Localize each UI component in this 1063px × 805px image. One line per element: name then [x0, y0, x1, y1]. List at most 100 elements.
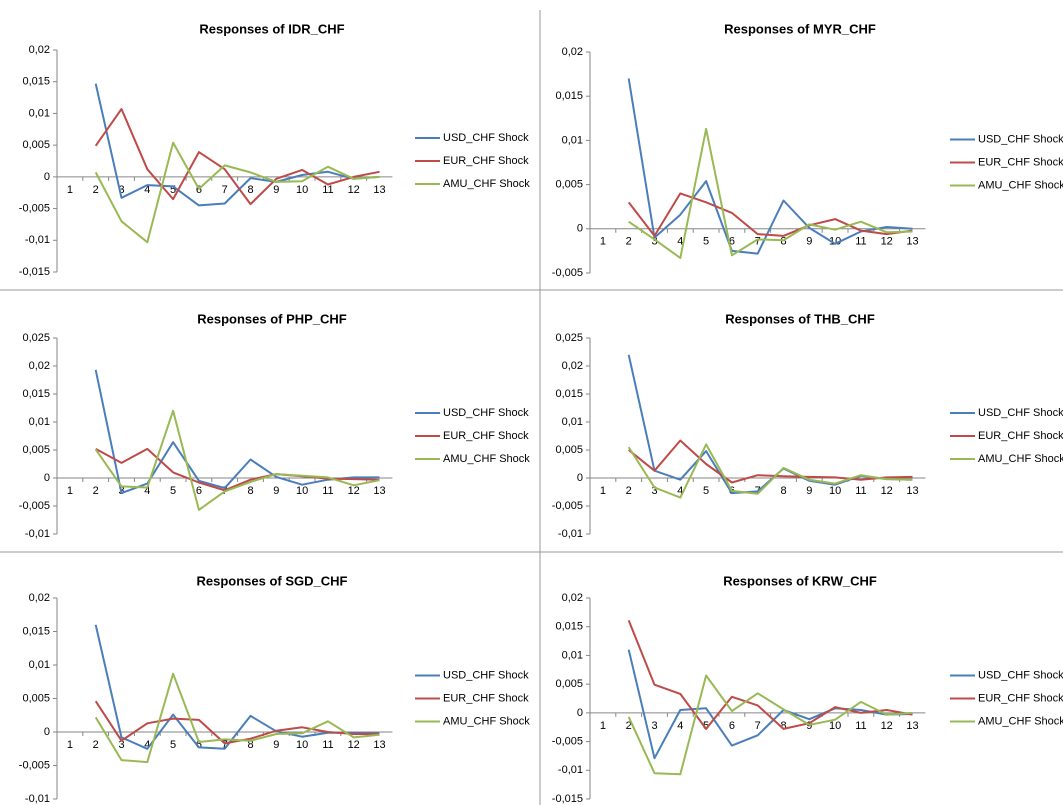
y-tick-label: 0,01	[29, 107, 50, 119]
x-tick-label: 13	[373, 184, 385, 196]
x-tick-label: 11	[855, 236, 866, 248]
legend-label: EUR_CHF Shock	[443, 692, 529, 704]
x-tick-label: 12	[348, 485, 360, 497]
x-tick-label: 6	[196, 485, 202, 497]
y-tick-label: 0,02	[562, 592, 583, 604]
x-tick-label: 9	[273, 485, 279, 497]
x-tick-label: 12	[881, 720, 893, 732]
x-tick-label: 1	[600, 720, 606, 732]
series-line	[94, 83, 380, 207]
series-line	[94, 672, 380, 764]
y-tick-label: -0,005	[552, 500, 583, 512]
y-tick-label: 0	[577, 472, 583, 484]
x-tick-label: 4	[677, 720, 683, 732]
series-line	[94, 409, 380, 511]
x-tick-label: 5	[170, 485, 176, 497]
legend-label: AMU_CHF Shock	[443, 453, 530, 465]
x-tick-label: 2	[626, 485, 632, 497]
y-tick-label: 0,015	[555, 388, 583, 400]
x-tick-label: 1	[600, 236, 606, 248]
y-tick-label: -0,01	[25, 528, 50, 540]
x-tick-label: 10	[829, 485, 841, 497]
x-tick-label: 3	[118, 739, 124, 751]
series-line	[95, 447, 380, 492]
legend-label: USD_CHF Shock	[978, 133, 1063, 145]
x-tick-label: 1	[67, 184, 73, 196]
x-tick-label: 3	[651, 485, 657, 497]
x-tick-label: 7	[222, 739, 228, 751]
legend-label: EUR_CHF Shock	[443, 430, 529, 442]
y-tick-label: 0,005	[555, 444, 583, 456]
y-tick-label: 0,01	[562, 649, 583, 661]
series-line	[94, 141, 380, 244]
x-tick-label: 7	[755, 720, 761, 732]
x-tick-label: 5	[170, 739, 176, 751]
x-tick-label: 8	[780, 720, 786, 732]
y-tick-label: 0,005	[555, 678, 583, 690]
legend-label: USD_CHF Shock	[978, 407, 1063, 419]
x-tick-label: 8	[247, 739, 253, 751]
chart-title: Responses of IDR_CHF	[199, 21, 344, 36]
y-tick-label: 0,02	[29, 360, 50, 372]
series-line	[627, 192, 913, 237]
x-tick-label: 13	[373, 485, 385, 497]
x-tick-label: 8	[780, 485, 786, 497]
x-tick-label: 3	[118, 184, 124, 196]
x-tick-label: 10	[829, 720, 841, 732]
x-tick-label: 8	[780, 236, 786, 248]
x-tick-label: 9	[806, 236, 812, 248]
series-line	[627, 649, 913, 760]
x-tick-label: 10	[296, 485, 308, 497]
series-line	[627, 354, 913, 495]
x-tick-label: 11	[855, 720, 866, 732]
series-line	[627, 78, 913, 255]
x-tick-label: 8	[247, 485, 253, 497]
x-tick-label: 9	[806, 485, 812, 497]
y-tick-label: 0	[577, 707, 583, 719]
y-tick-label: 0,015	[22, 388, 50, 400]
legend-label: AMU_CHF Shock	[978, 179, 1063, 191]
x-tick-label: 10	[296, 739, 308, 751]
x-tick-label: 13	[906, 485, 918, 497]
x-tick-label: 11	[322, 485, 333, 497]
series-line	[627, 674, 913, 776]
y-tick-label: 0,015	[22, 625, 50, 637]
y-tick-label: -0,005	[552, 735, 583, 747]
y-tick-label: 0,005	[555, 179, 583, 191]
y-tick-label: 0,02	[562, 46, 583, 58]
x-tick-label: 7	[755, 236, 761, 248]
x-tick-label: 4	[144, 739, 150, 751]
legend-label: EUR_CHF Shock	[443, 155, 529, 167]
chart-title: Responses of PHP_CHF	[197, 311, 347, 326]
y-tick-label: 0,005	[22, 692, 50, 704]
series-line	[94, 369, 380, 495]
x-tick-label: 6	[196, 739, 202, 751]
legend-label: EUR_CHF Shock	[978, 156, 1063, 168]
y-tick-label: 0,02	[562, 360, 583, 372]
y-tick-label: 0,005	[22, 139, 50, 151]
y-tick-label: 0,025	[22, 332, 50, 344]
y-tick-label: -0,01	[558, 764, 583, 776]
legend-label: USD_CHF Shock	[978, 669, 1063, 681]
y-tick-label: 0,01	[562, 134, 583, 146]
y-tick-label: -0,005	[19, 759, 50, 771]
chart-title: Responses of MYR_CHF	[724, 21, 876, 36]
x-tick-label: 10	[829, 236, 841, 248]
series-line	[627, 443, 913, 499]
y-tick-label: -0,01	[558, 528, 583, 540]
x-tick-label: 5	[703, 720, 709, 732]
x-tick-label: 6	[729, 236, 735, 248]
legend-label: USD_CHF Shock	[443, 407, 529, 419]
y-tick-label: 0,015	[555, 90, 583, 102]
x-tick-label: 3	[651, 720, 657, 732]
legend-label: EUR_CHF Shock	[978, 692, 1063, 704]
x-tick-label: 13	[373, 739, 385, 751]
x-tick-label: 12	[348, 739, 360, 751]
x-tick-label: 5	[703, 236, 709, 248]
x-tick-label: 5	[703, 485, 709, 497]
x-tick-label: 1	[67, 739, 73, 751]
y-tick-label: -0,015	[552, 793, 583, 805]
legend-label: EUR_CHF Shock	[978, 430, 1063, 442]
x-tick-label: 4	[144, 485, 150, 497]
y-tick-label: -0,005	[19, 202, 50, 214]
